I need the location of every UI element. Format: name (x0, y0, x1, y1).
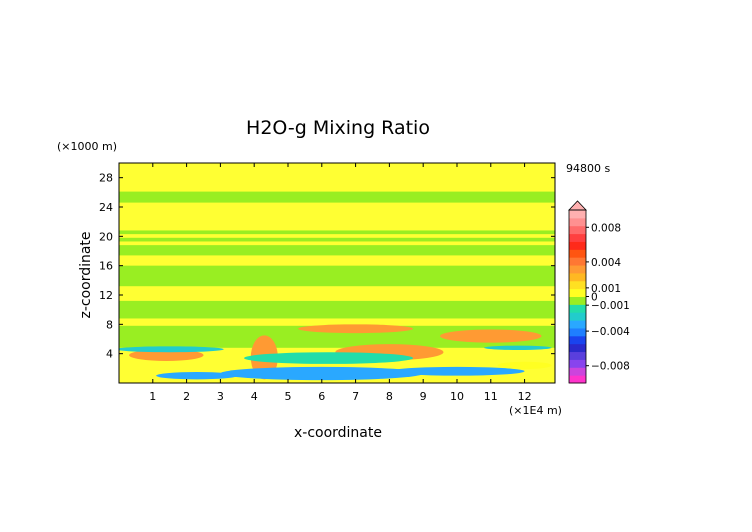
colorbar-segment (569, 304, 586, 313)
colorbar-segment (569, 359, 586, 368)
colorbar-segment (569, 351, 586, 360)
colorbar-segment (569, 241, 586, 250)
field-band (119, 245, 555, 256)
colorbar-segment (569, 272, 586, 282)
colorbar-tick-label: −0.001 (591, 300, 630, 312)
colorbar-segment (569, 217, 586, 227)
colorbar-segment (569, 280, 586, 290)
field-blob (244, 352, 414, 364)
colorbar-tick-label: −0.004 (591, 326, 630, 338)
y-tick-label: 4 (106, 348, 113, 361)
y-tick-label: 20 (99, 230, 113, 243)
colorbar-segment (569, 312, 586, 321)
colorbar-segment (569, 375, 586, 384)
y-tick-label: 24 (99, 201, 113, 214)
y-tick-label: 8 (106, 318, 113, 331)
y-axis-label: z-coordinate (78, 231, 94, 318)
colorbar-tick-label: 0.008 (591, 222, 621, 234)
x-tick-label: 4 (251, 390, 258, 403)
x-tick-label: 10 (450, 390, 464, 403)
field-band (119, 265, 555, 287)
y-axis-unit: (×1000 m) (57, 140, 117, 153)
y-axis-ticks: 4 8 12 16 20 24 28 (99, 172, 555, 361)
x-tick-label: 9 (420, 390, 427, 403)
colorbar-segment (569, 225, 586, 235)
field-band (119, 237, 555, 242)
x-tick-label: 11 (484, 390, 498, 403)
y-tick-label: 28 (99, 172, 113, 185)
chart-title: H2O-g Mixing Ratio (246, 117, 430, 139)
colorbar-segment (569, 296, 586, 305)
y-tick-label: 12 (99, 289, 113, 302)
x-tick-label: 1 (149, 390, 156, 403)
x-axis-unit: (×1E4 m) (509, 404, 562, 417)
colorbar-segment (569, 327, 586, 337)
colorbar (568, 200, 587, 384)
field-blob (119, 346, 224, 353)
y-tick-label: 16 (99, 260, 113, 273)
time-label: 94800 s (566, 162, 610, 175)
colorbar-tick-label: 0.001 (591, 283, 621, 295)
field-blob (389, 366, 525, 376)
x-tick-label: 5 (284, 390, 291, 403)
colorbar-segment (569, 257, 586, 266)
field-blob (497, 361, 552, 370)
field-band (119, 325, 555, 348)
field-band (119, 300, 555, 319)
x-tick-label: 3 (217, 390, 224, 403)
x-tick-label: 12 (518, 390, 532, 403)
colorbar-segment (569, 249, 586, 258)
field-band (119, 230, 555, 235)
field-blob (298, 324, 414, 334)
colorbar-tick-label: 0.004 (591, 257, 621, 269)
x-axis-label: x-coordinate (294, 425, 382, 441)
colorbar-segment (569, 265, 586, 274)
colorbar-segment (569, 367, 586, 376)
field-blob (220, 366, 424, 381)
field-blob (156, 372, 238, 380)
colorbar-segment (569, 288, 586, 297)
colorbar-segment (569, 320, 586, 329)
colorbar-tick-label: −0.008 (591, 361, 630, 373)
colorbar-segment (569, 335, 586, 345)
colorbar-segment (569, 343, 586, 353)
plot-frame (118, 162, 556, 384)
x-tick-label: 7 (352, 390, 359, 403)
heatmap-field (119, 163, 555, 383)
colorbar-tick-label: 0 (591, 292, 598, 304)
colorbar-segment (569, 233, 586, 242)
colorbar-segment (569, 210, 586, 219)
field-band (119, 191, 555, 203)
x-tick-label: 8 (386, 390, 393, 403)
x-tick-label: 6 (318, 390, 325, 403)
x-axis-ticks: 1 2 3 4 5 6 7 8 9 10 11 12 (149, 163, 532, 403)
field-blob (440, 329, 542, 343)
field-blob (484, 345, 552, 350)
field-blob (129, 349, 204, 361)
x-tick-label: 2 (183, 390, 190, 403)
colorbar-top-arrow (568, 200, 587, 211)
